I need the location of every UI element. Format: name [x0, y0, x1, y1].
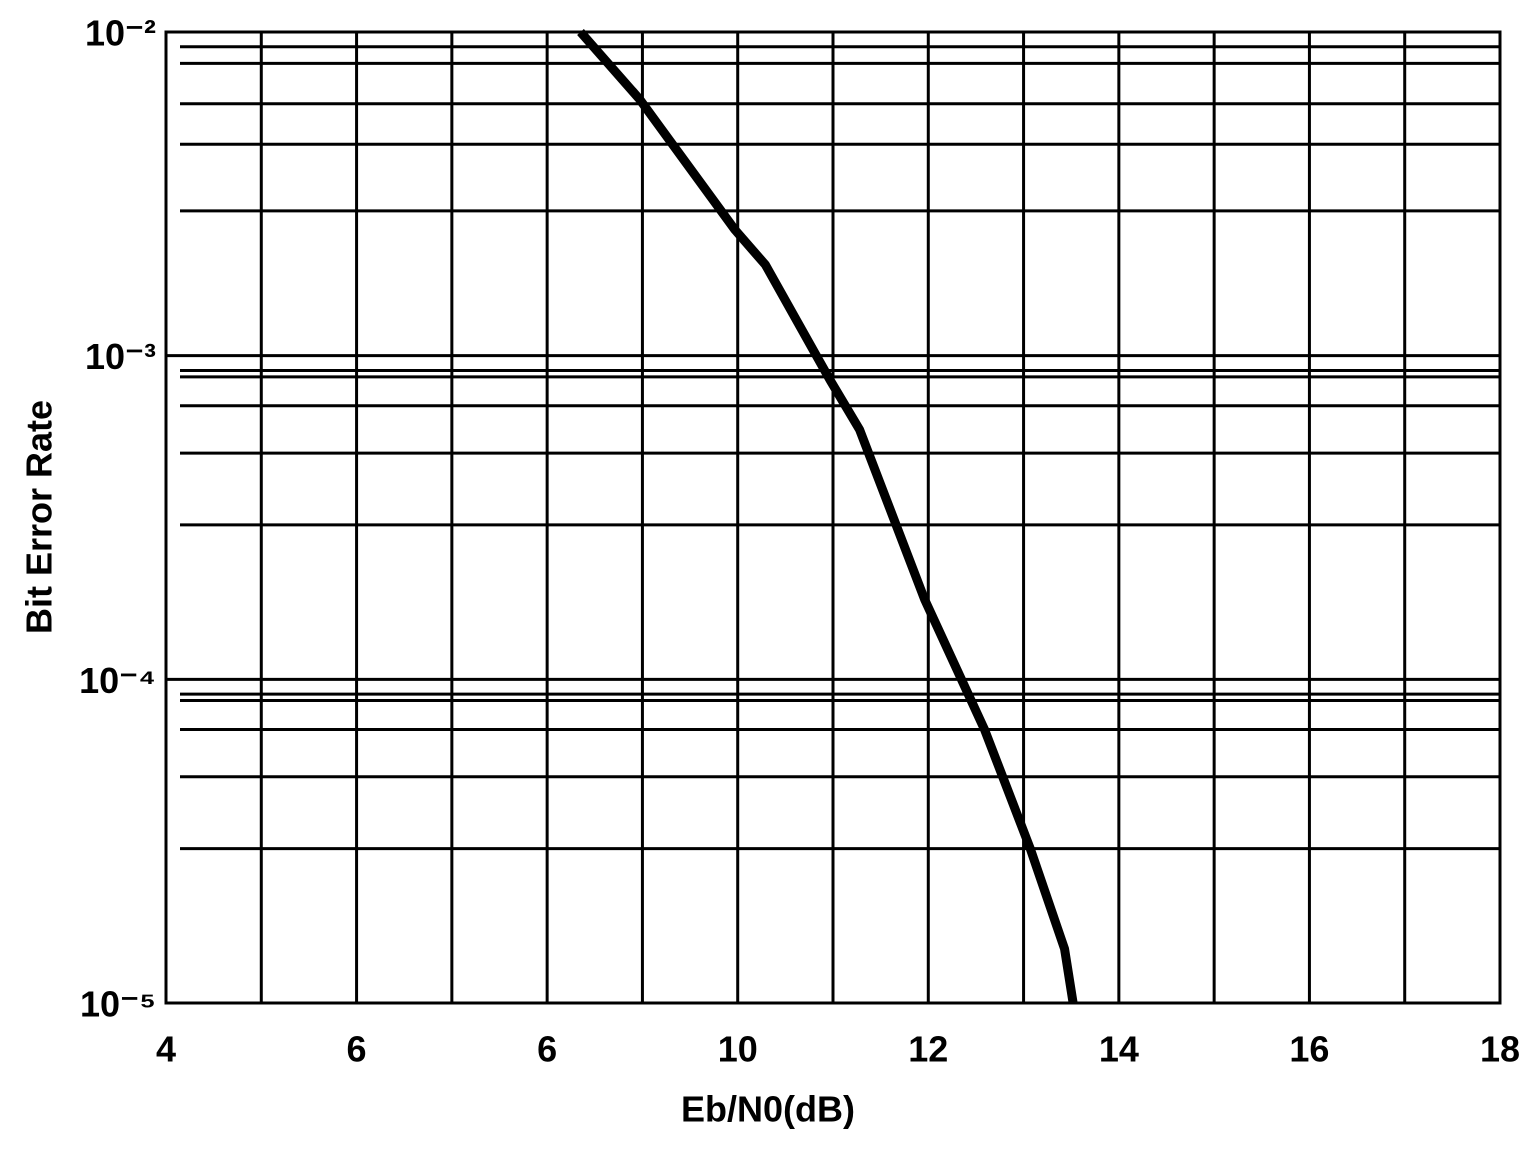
- plot-frame: [164, 30, 1502, 1005]
- x-tick-label: 4: [156, 1029, 176, 1070]
- x-tick-label: 14: [1099, 1029, 1139, 1070]
- x-tick-label: 12: [908, 1029, 948, 1070]
- x-tick-label: 18: [1480, 1029, 1520, 1070]
- data-line: [577, 29, 1078, 1004]
- y-axis-label: Bit Error Rate: [19, 400, 60, 634]
- x-tick-label: 10: [718, 1029, 758, 1070]
- x-tick-label: 6: [537, 1029, 557, 1070]
- x-tick-label: 6: [347, 1029, 367, 1070]
- x-axis-label: Eb/N0(dB): [681, 1089, 855, 1130]
- y-tick-label: 10⁻²: [85, 13, 156, 54]
- y-tick-label: 10⁻⁵: [80, 984, 156, 1025]
- x-tick-label: 16: [1289, 1029, 1329, 1070]
- y-tick-label: 10⁻³: [85, 336, 156, 377]
- y-tick-label: 10⁻⁴: [79, 660, 156, 701]
